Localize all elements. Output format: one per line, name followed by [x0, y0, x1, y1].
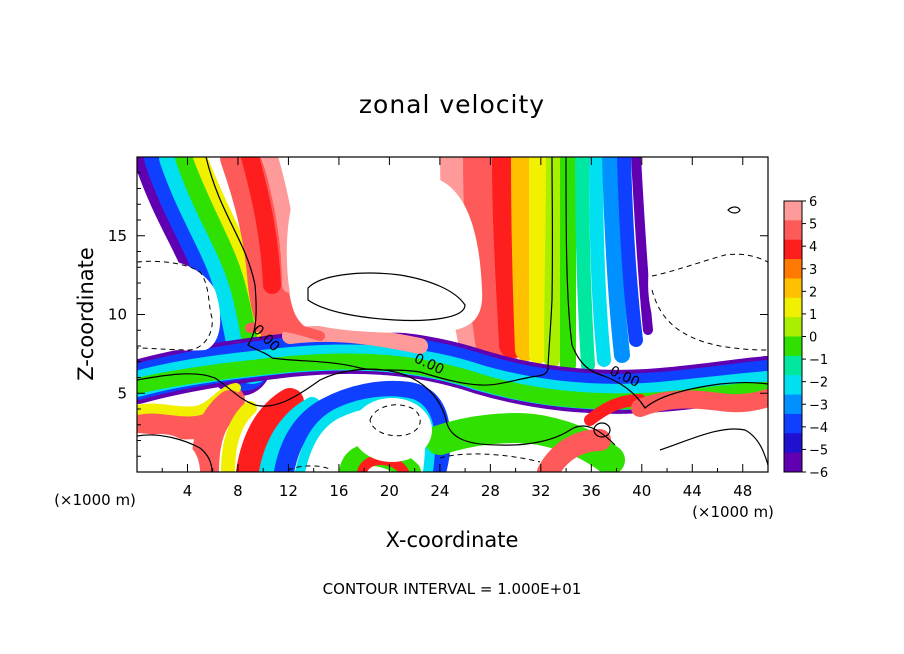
contour-lower-left: [137, 434, 213, 472]
x-tick-label: 44: [683, 482, 702, 500]
chart-title: zonal velocity: [359, 90, 545, 119]
dashed-contours: [137, 253, 768, 471]
colorbar-label: −5: [809, 443, 828, 458]
colorbar-label: 2: [809, 285, 817, 300]
colorbar-swatch: [784, 336, 802, 357]
contour-zero-mid: [271, 157, 554, 386]
contour-lower-right: [659, 428, 768, 466]
colorbar-swatch: [784, 394, 802, 415]
colorbar-swatch: [784, 317, 802, 337]
x-tick-label: 16: [329, 482, 348, 500]
colorbar-swatch: [784, 259, 802, 279]
contour-lines: [137, 157, 768, 472]
colorbar-swatch: [784, 220, 802, 241]
x-tick-label: 4: [183, 482, 193, 500]
colorbar-label: −3: [809, 398, 828, 413]
right-jet-band: [440, 157, 653, 373]
colorbar-label: −4: [809, 421, 828, 436]
colorbar: 6 5 4 3 2 1 0 −1 −2 −3 −4 −5 −6: [783, 195, 828, 481]
colorbar-swatch: [784, 413, 802, 434]
y-axis: 5 10 15: [108, 172, 768, 457]
y-tick-label: 5: [117, 384, 127, 402]
colorbar-label: −1: [809, 353, 828, 368]
x-units-left: (×1000 m): [54, 491, 136, 509]
y-tick-label: 15: [108, 227, 127, 245]
colorbar-swatch: [784, 433, 802, 454]
y-tick-label: 10: [108, 306, 127, 324]
contour-positive-core: [307, 272, 466, 322]
contour-zero-lower: [137, 368, 616, 446]
x-axis-label: X-coordinate: [386, 528, 519, 552]
colorbar-label: 5: [809, 218, 817, 233]
y-axis-label: Z-coordinate: [74, 247, 98, 381]
colorbar-label: −6: [809, 466, 828, 481]
x-tick-label: 12: [279, 482, 298, 500]
white-cores: [137, 168, 768, 472]
colorbar-swatch: [784, 355, 802, 376]
contour-zero-left: [205, 157, 273, 359]
contour-interval-note: CONTOUR INTERVAL = 1.000E+01: [323, 580, 582, 598]
colorbar-swatch: [784, 452, 802, 473]
colorbar-label: 4: [809, 240, 817, 255]
colorbar-swatch: [784, 297, 802, 318]
x-axis: 4 8 12 16 20 24 28 32 36 40 44 48: [161, 157, 752, 500]
colorbar-label: 6: [809, 195, 817, 210]
colorbar-label: −2: [809, 376, 828, 391]
contour-small-top-right: [727, 206, 741, 214]
colorbar-label: 1: [809, 308, 817, 323]
colorbar-label: 0: [809, 331, 817, 346]
x-tick-label: 28: [481, 482, 500, 500]
contour-zero-right: [565, 157, 768, 409]
x-tick-label: 48: [733, 482, 752, 500]
x-tick-label: 8: [233, 482, 243, 500]
colorbar-label: 3: [809, 263, 817, 278]
x-tick-label: 40: [632, 482, 651, 500]
x-tick-label: 32: [531, 482, 550, 500]
velocity-field: [137, 157, 768, 472]
colorbar-swatch: [784, 239, 802, 260]
x-tick-label: 20: [380, 482, 399, 500]
contour-small-loop: [593, 422, 611, 438]
colorbar-swatch: [784, 201, 802, 221]
x-tick-label: 24: [430, 482, 449, 500]
colorbar-swatch: [784, 375, 802, 396]
x-tick-label: 36: [582, 482, 601, 500]
colorbar-swatch: [784, 278, 802, 299]
x-units-right: (×1000 m): [692, 503, 774, 521]
